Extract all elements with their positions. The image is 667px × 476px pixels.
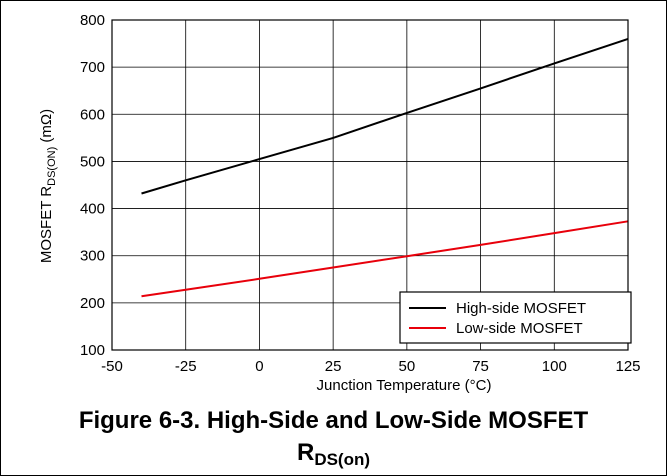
legend-box [399, 291, 632, 344]
series-line-low-side [141, 220, 629, 298]
x-axis-label: Junction Temperature (°C) [317, 377, 492, 394]
y-tick-label: 800 [80, 12, 105, 29]
x-tick-label: -25 [175, 358, 197, 375]
y-tick-label: 600 [80, 106, 105, 123]
caption-r-subscript: DS(on) [314, 450, 371, 469]
x-tick-label: 25 [325, 358, 342, 375]
x-tick-labels: -50 -25 0 25 50 75 100 125 [101, 358, 640, 375]
x-tick-label: 0 [255, 358, 263, 375]
legend: High-side MOSFET Low-side MOSFET [399, 291, 632, 344]
plot-border [111, 19, 629, 351]
y-axis-label: MOSFET RDS(ON) (mΩ) [38, 109, 58, 263]
legend-label-low-side: Low-side MOSFET [456, 320, 583, 337]
x-tick-label: 75 [472, 358, 489, 375]
y-axis-label-main: MOSFET R [38, 186, 55, 263]
x-tick-label: 125 [615, 358, 640, 375]
figure-caption-line2: RDS(on) [0, 439, 667, 470]
y-tick-labels: 100 200 300 400 500 600 700 800 [80, 12, 105, 359]
figure-caption-line1: Figure 6-3. High-Side and Low-Side MOSFE… [78, 407, 589, 434]
y-tick-label: 200 [80, 295, 105, 312]
series-layer [141, 37, 629, 298]
x-tick-label: -50 [101, 358, 123, 375]
caption-r: R [296, 439, 315, 466]
y-tick-label: 400 [80, 201, 105, 218]
y-axis-label-unit: (mΩ) [38, 109, 55, 147]
y-tick-label: 700 [80, 59, 105, 76]
y-tick-label: 300 [80, 248, 105, 265]
x-tick-label: 50 [399, 358, 416, 375]
chart: -50 -25 0 25 50 75 100 125 100 200 300 400 500 600 70… [38, 12, 641, 394]
legend-label-high-side: High-side MOSFET [456, 300, 586, 317]
y-axis-label-sub: DS(ON) [46, 147, 58, 186]
y-tick-label: 100 [80, 342, 105, 359]
series-line-high-side [141, 37, 629, 195]
x-tick-label: 100 [542, 358, 567, 375]
y-tick-label: 500 [80, 153, 105, 170]
